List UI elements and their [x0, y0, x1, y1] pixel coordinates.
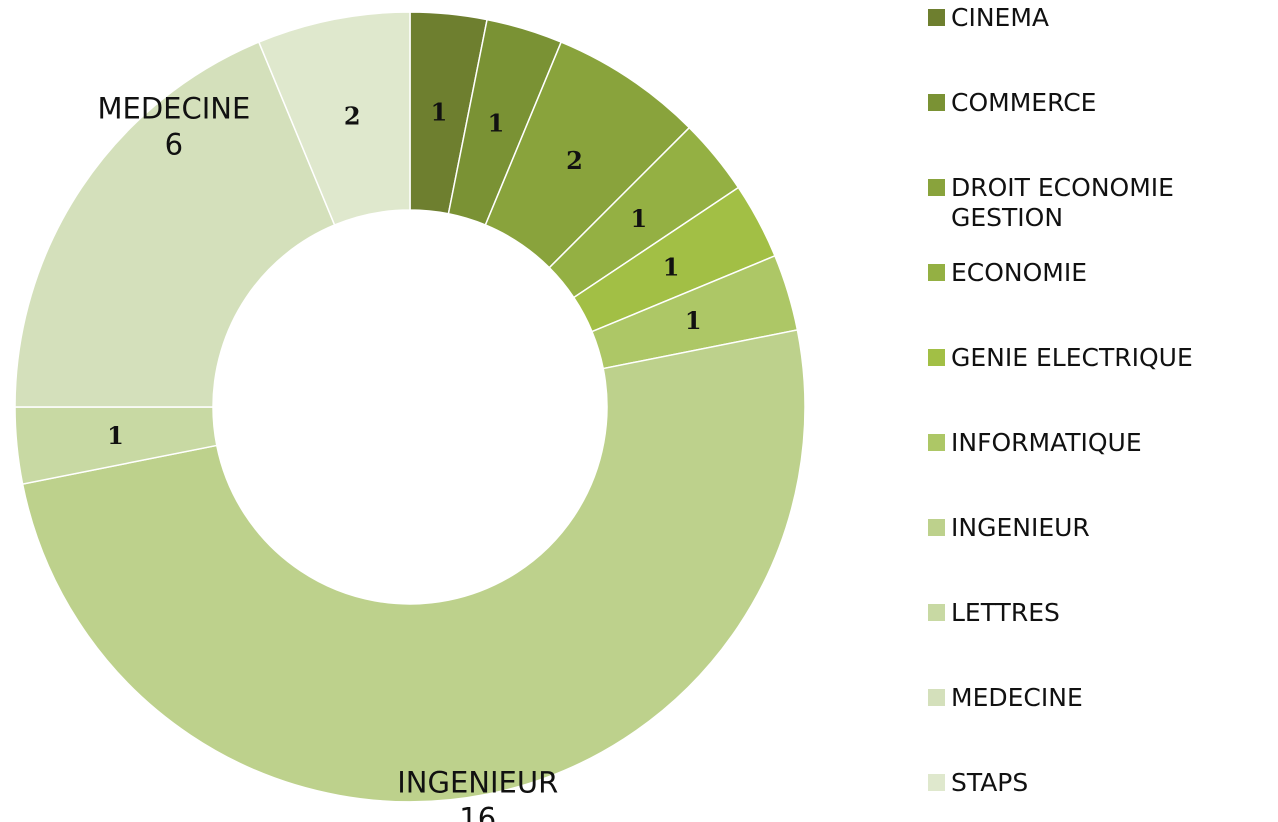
slice — [14, 41, 336, 408]
data-label: 1 — [685, 306, 702, 335]
legend-item: LETTRES — [928, 598, 1273, 628]
legend-label: CINEMA — [951, 3, 1049, 32]
data-label: MEDECINE 6 — [97, 92, 250, 162]
legend-label: INGENIEUR — [951, 513, 1090, 542]
legend-item: CINEMA — [928, 3, 1273, 33]
legend-item: MEDECINE — [928, 683, 1273, 713]
legend-swatch — [928, 604, 945, 621]
legend-swatch — [928, 9, 945, 26]
legend-swatch — [928, 264, 945, 281]
data-label: 1 — [663, 252, 680, 281]
data-label: 2 — [344, 102, 361, 131]
legend-label: GENIE ELECTRIQUE — [951, 343, 1193, 372]
legend-item: GENIE ELECTRIQUE — [928, 343, 1273, 373]
data-label: 1 — [488, 109, 505, 138]
data-label-name: MEDECINE — [97, 92, 250, 126]
data-label: 2 — [566, 146, 583, 175]
legend-swatch — [928, 519, 945, 536]
legend-swatch — [928, 349, 945, 366]
legend-item: DROIT ECONOMIE GESTION — [928, 173, 1273, 233]
data-label: 1 — [431, 97, 448, 126]
legend-label: LETTRES — [951, 598, 1060, 627]
legend-swatch — [928, 434, 945, 451]
slice — [257, 11, 411, 226]
data-label-value: 16 — [459, 801, 496, 822]
legend-label: COMMERCE — [951, 88, 1097, 117]
legend-item: COMMERCE — [928, 88, 1273, 118]
data-label: 1 — [630, 204, 647, 233]
legend-swatch — [928, 774, 945, 791]
slice — [21, 329, 806, 803]
legend-swatch — [928, 94, 945, 111]
legend-item: ECONOMIE — [928, 258, 1273, 288]
legend-label: INFORMATIQUE — [951, 428, 1142, 457]
legend-label: DROIT ECONOMIE GESTION — [951, 173, 1174, 232]
data-label: INGENIEUR 16 — [397, 765, 558, 822]
legend-item: STAPS — [928, 768, 1273, 798]
legend-label: MEDECINE — [951, 683, 1083, 712]
legend-swatch — [928, 179, 945, 196]
data-label: 1 — [107, 421, 124, 450]
legend-item: INFORMATIQUE — [928, 428, 1273, 458]
legend-label: STAPS — [951, 768, 1029, 797]
legend-label: ECONOMIE — [951, 258, 1088, 287]
data-label-name: INGENIEUR — [397, 765, 558, 799]
legend-swatch — [928, 689, 945, 706]
data-label-value: 6 — [165, 128, 183, 162]
legend-item: INGENIEUR — [928, 513, 1273, 543]
